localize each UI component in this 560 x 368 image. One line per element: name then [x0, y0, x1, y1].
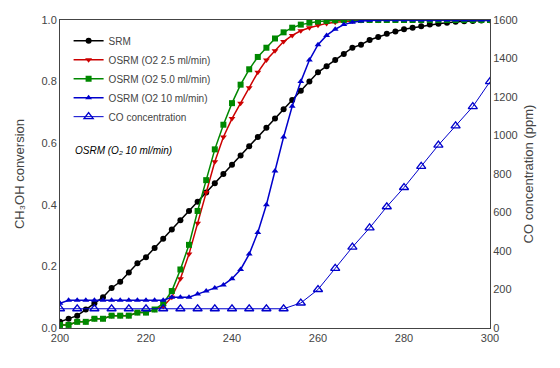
svg-text:1600: 1600: [493, 14, 517, 26]
svg-text:OSRM (O2 2.5 ml/min): OSRM (O2 2.5 ml/min): [109, 55, 211, 66]
svg-text:800: 800: [493, 168, 511, 180]
svg-text:1000: 1000: [493, 129, 517, 141]
svg-text:240: 240: [223, 332, 241, 344]
svg-text:SRM: SRM: [109, 36, 131, 47]
svg-text:OSRM (O2 5.0 ml/min): OSRM (O2 5.0 ml/min): [109, 74, 211, 85]
svg-text:1400: 1400: [493, 52, 517, 64]
svg-text:400: 400: [493, 245, 511, 257]
svg-text:220: 220: [137, 332, 155, 344]
svg-text:1200: 1200: [493, 91, 517, 103]
svg-text:600: 600: [493, 206, 511, 218]
svg-text:1.0: 1.0: [42, 14, 57, 26]
svg-text:CO concentration (ppm): CO concentration (ppm): [521, 105, 536, 244]
svg-text:OSRM (O2 10 ml/min): OSRM (O2 10 ml/min): [109, 93, 208, 104]
svg-text:300: 300: [481, 332, 499, 344]
svg-text:CH₃OH conversion: CH₃OH conversion: [12, 119, 27, 229]
svg-text:280: 280: [395, 332, 413, 344]
svg-text:200: 200: [493, 283, 511, 295]
svg-text:0.0: 0.0: [42, 322, 57, 334]
svg-text:0.4: 0.4: [42, 199, 57, 211]
svg-text:OSRM (O₂ 10 ml/min): OSRM (O₂ 10 ml/min): [75, 145, 172, 156]
svg-text:260: 260: [309, 332, 327, 344]
svg-text:0.2: 0.2: [42, 260, 57, 272]
svg-text:0.8: 0.8: [42, 75, 57, 87]
svg-text:0.6: 0.6: [42, 137, 57, 149]
svg-text:0: 0: [493, 322, 499, 334]
svg-text:200: 200: [51, 332, 69, 344]
svg-text:CO concentration: CO concentration: [109, 112, 187, 123]
